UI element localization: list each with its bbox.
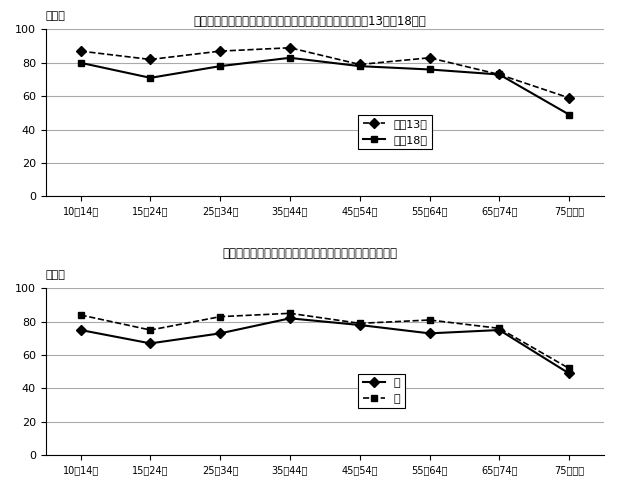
女 [217, 314, 224, 319]
Line: 平成18年: 平成18年 [77, 54, 573, 118]
Text: （％）: （％） [46, 270, 66, 280]
男 [426, 330, 433, 336]
Text: 図６－２　男女，年齢階級別「旅行・行楽」の行動者率: 図６－２ 男女，年齢階級別「旅行・行楽」の行動者率 [222, 247, 397, 261]
平成18年 [147, 75, 154, 81]
平成18年 [356, 63, 363, 69]
女 [286, 310, 293, 316]
女 [426, 317, 433, 323]
女 [77, 312, 84, 318]
平成13年 [147, 56, 154, 62]
平成13年 [496, 72, 503, 77]
平成13年 [356, 62, 363, 68]
女 [565, 366, 573, 371]
男 [496, 327, 503, 333]
Legend: 平成13年, 平成18年: 平成13年, 平成18年 [358, 115, 432, 149]
Line: 男: 男 [77, 315, 573, 377]
Text: （％）: （％） [46, 11, 66, 21]
男 [217, 330, 224, 336]
平成18年 [217, 63, 224, 69]
Legend: 男, 女: 男, 女 [358, 373, 405, 408]
女 [147, 327, 154, 333]
平成13年 [565, 95, 573, 101]
平成18年 [286, 55, 293, 61]
平成13年 [286, 45, 293, 50]
女 [496, 325, 503, 331]
男 [286, 316, 293, 321]
平成18年 [565, 112, 573, 118]
平成13年 [217, 48, 224, 54]
平成13年 [426, 55, 433, 61]
女 [356, 320, 363, 326]
男 [565, 370, 573, 376]
男 [356, 322, 363, 328]
男 [147, 341, 154, 346]
平成18年 [77, 60, 84, 66]
Text: 図６－１　年齢階級別「旅行・行楽」の行動者率（平成13年，18年）: 図６－１ 年齢階級別「旅行・行楽」の行動者率（平成13年，18年） [193, 15, 426, 28]
平成18年 [496, 72, 503, 77]
平成18年 [426, 67, 433, 73]
Line: 女: 女 [77, 310, 573, 372]
男 [77, 327, 84, 333]
平成13年 [77, 48, 84, 54]
Line: 平成13年: 平成13年 [77, 44, 573, 101]
